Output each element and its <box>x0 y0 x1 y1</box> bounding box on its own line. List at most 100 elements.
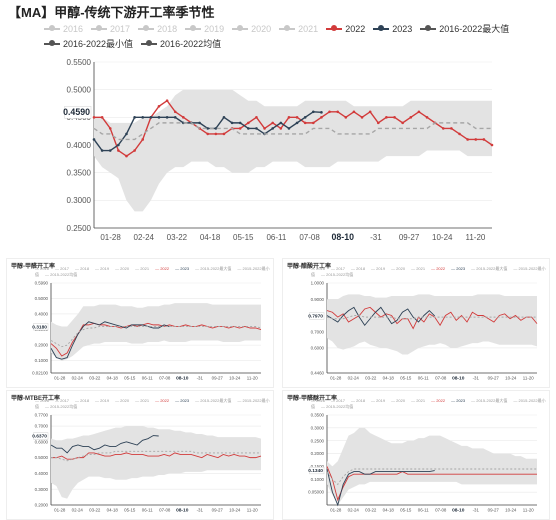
legend-item[interactable]: 2016-2022最大值 <box>420 22 509 35</box>
legend-item[interactable]: — 2015-2022最小值 <box>35 398 270 409</box>
legend-item[interactable]: — 2023 <box>175 266 190 271</box>
legend-item[interactable]: — 2015-2022最小值 <box>311 398 546 409</box>
legend-item[interactable]: — 2022 <box>431 398 446 403</box>
legend-item[interactable]: — 2021 <box>135 398 150 403</box>
legend-item[interactable]: 2020 <box>232 22 271 35</box>
legend-item[interactable]: — 2019 <box>371 398 386 403</box>
legend-item[interactable]: — 2018 <box>351 266 366 271</box>
series-line <box>326 306 538 330</box>
data-point <box>287 127 291 130</box>
data-point <box>173 110 177 114</box>
legend-item[interactable]: — 2018 <box>75 266 90 271</box>
legend-item[interactable]: — 2022 <box>155 266 170 271</box>
legend-item[interactable]: 2021 <box>279 22 318 35</box>
legend-item[interactable]: 2016 <box>44 22 83 35</box>
legend-item[interactable]: — 2016 <box>35 398 50 403</box>
legend-item[interactable]: 2019 <box>185 22 224 35</box>
legend-item[interactable]: — 2022 <box>431 266 446 271</box>
legend-item[interactable]: — 2015-2022最小值 <box>311 266 546 277</box>
legend-item[interactable]: — 2020 <box>115 398 130 403</box>
legend-item[interactable]: — 2017 <box>331 266 346 271</box>
panel-chart: 0.44600.60000.70000.80000.90001.00000.79… <box>308 281 538 382</box>
legend-item[interactable]: — 2015-2022均值 <box>45 404 78 409</box>
legend-item[interactable]: 2016-2022最小值 <box>44 37 133 50</box>
legend-item[interactable]: — 2017 <box>55 398 70 403</box>
x-tick-label: 11-20 <box>247 508 258 513</box>
legend-item[interactable]: — 2017 <box>55 266 70 271</box>
legend-item[interactable]: — 2020 <box>391 266 406 271</box>
x-tick-label: 06-11 <box>142 376 153 381</box>
x-tick-label: 07-08 <box>435 376 447 381</box>
x-tick-label: 03-22 <box>89 376 101 381</box>
series-line <box>94 99 493 157</box>
x-tick-label: 11-20 <box>247 376 258 381</box>
legend-label: 2019 <box>204 23 225 34</box>
legend-item[interactable]: 2023 <box>373 22 412 35</box>
y-tick-label: 0.2000 <box>35 503 49 508</box>
series-line <box>326 466 537 502</box>
legend-item[interactable]: — 2021 <box>135 266 150 271</box>
y-tick-label: 0.4460 <box>311 371 325 376</box>
y-tick-label: 0.4000 <box>35 471 49 476</box>
y-tick-label: 0.2000 <box>311 451 325 456</box>
legend-item[interactable]: — 2015-2022均值 <box>321 404 354 409</box>
data-point <box>238 127 242 130</box>
legend-item[interactable]: — 2016 <box>311 266 326 271</box>
legend-item[interactable]: — 2019 <box>95 398 110 403</box>
legend-item[interactable]: — 2016 <box>35 266 50 271</box>
legend-item[interactable]: — 2015-2022最大值 <box>471 398 508 403</box>
legend-item[interactable]: 2017 <box>91 22 130 35</box>
data-point <box>149 116 153 119</box>
y-tick-label: 0.5990 <box>35 281 49 286</box>
legend-item[interactable]: — 2015-2022均值 <box>45 272 78 277</box>
legend-item[interactable]: — 2015-2022最小值 <box>35 266 270 277</box>
x-tick-label: 02-24 <box>134 233 155 242</box>
legend-item[interactable]: — 2018 <box>75 398 90 403</box>
data-point <box>157 104 161 108</box>
legend-item[interactable]: — 2015-2022均值 <box>321 272 354 277</box>
x-tick-label: 03-22 <box>365 376 377 381</box>
legend-item[interactable]: — 2016 <box>311 398 326 403</box>
current-value-box <box>64 106 92 119</box>
legend-item[interactable]: 2018 <box>138 22 177 35</box>
legend-item[interactable]: — 2023 <box>175 398 190 403</box>
data-point <box>222 132 226 136</box>
data-point <box>100 149 104 152</box>
data-point <box>117 143 120 147</box>
series-line <box>50 435 159 454</box>
range-band <box>94 89 492 212</box>
x-tick-label: 10-24 <box>505 508 517 513</box>
legend-item[interactable]: — 2015-2022最大值 <box>195 398 232 403</box>
panel-title: 甲醇-醋酸开工率 <box>287 264 331 270</box>
legend-item[interactable]: 2016-2022均值 <box>141 37 221 50</box>
legend-label: 2016-2022最小值 <box>63 39 134 49</box>
legend-item[interactable]: — 2021 <box>411 398 426 403</box>
legend-item[interactable]: — 2022 <box>155 398 170 403</box>
legend-item[interactable]: — 2018 <box>351 398 366 403</box>
data-point <box>125 154 128 158</box>
data-point <box>336 110 339 114</box>
data-point <box>173 116 177 119</box>
legend-item[interactable]: — 2015-2022最大值 <box>471 266 508 271</box>
legend-item[interactable]: — 2015-2022最大值 <box>195 266 232 271</box>
legend-item[interactable]: 2022 <box>326 22 365 35</box>
x-tick-label: 07-08 <box>159 508 171 513</box>
legend-swatch <box>44 24 60 31</box>
legend-item[interactable]: — 2019 <box>95 266 110 271</box>
legend-item[interactable]: — 2020 <box>115 266 130 271</box>
legend-swatch <box>44 39 60 46</box>
legend-item[interactable]: — 2023 <box>451 266 466 271</box>
current-value-box <box>309 466 325 475</box>
legend-item[interactable]: — 2020 <box>391 398 406 403</box>
legend-item[interactable]: — 2021 <box>411 266 426 271</box>
legend-item[interactable]: — 2017 <box>331 398 346 403</box>
legend-swatch <box>279 24 296 31</box>
range-band <box>51 426 261 499</box>
current-value-box <box>309 312 325 320</box>
x-tick-label: 02-24 <box>348 376 360 381</box>
legend-item[interactable]: — 2023 <box>451 398 466 403</box>
data-point <box>141 138 145 141</box>
legend-item[interactable]: — 2019 <box>371 266 386 271</box>
y-tick-label: 0.2500 <box>67 224 92 233</box>
data-point <box>490 143 494 147</box>
